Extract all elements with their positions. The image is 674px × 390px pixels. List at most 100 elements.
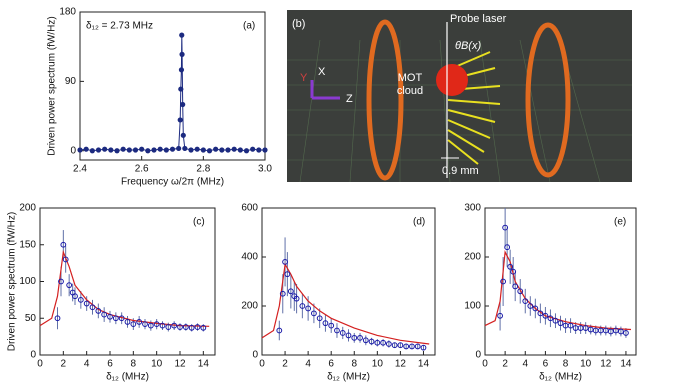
x-tick-label: 2.4 — [73, 164, 87, 175]
data-point — [500, 278, 507, 285]
y-tick-label: 200 — [464, 252, 481, 263]
y-tick-label: 200 — [19, 203, 36, 214]
data-point — [504, 244, 511, 251]
data-point — [527, 303, 534, 309]
data-point — [114, 148, 120, 154]
data-point — [66, 282, 73, 289]
data-point — [351, 334, 358, 341]
x-tick-label: 8 — [563, 359, 569, 370]
data-point — [219, 147, 225, 153]
data-point — [547, 315, 554, 322]
panel-label: (a) — [243, 21, 255, 32]
y-tick-label: 90 — [65, 76, 77, 87]
label: cloud — [397, 85, 423, 97]
diagram-background — [287, 10, 632, 182]
data-point — [124, 319, 131, 325]
x-tick-label: 6 — [107, 359, 113, 370]
x-axis-label: δ₁₂ (MHz) — [539, 372, 582, 383]
data-point — [157, 146, 163, 152]
data-point — [132, 147, 139, 153]
x-tick-label: 2.6 — [135, 164, 149, 175]
data-point — [180, 101, 186, 108]
data-point — [231, 146, 237, 152]
fit-line — [39, 249, 210, 327]
label: 0.9 mm — [442, 165, 479, 177]
x-tick-label: 2.8 — [196, 164, 210, 175]
diagram-panel: (b) Probe laser θB(x) MOT cloud 0.9 mm Y… — [287, 10, 632, 183]
data-point — [357, 334, 363, 341]
data-point — [623, 330, 629, 336]
data-point — [163, 147, 169, 153]
data-point — [567, 322, 574, 329]
x-tick-label: 0 — [37, 359, 43, 370]
x-tick-label: 8 — [351, 359, 357, 370]
coil — [525, 22, 571, 178]
x-tick-label: 14 — [418, 359, 430, 370]
data-point — [177, 324, 183, 330]
x-tick-label: 6 — [543, 359, 549, 370]
y-tick-label: 600 — [241, 203, 258, 214]
data-point — [77, 147, 83, 153]
data-point — [368, 338, 375, 345]
mot-cloud — [436, 64, 468, 96]
annotation: δ₁₂ = 2.73 MHz — [86, 21, 153, 32]
x-tick-label: 12 — [395, 359, 407, 370]
data-point — [339, 330, 346, 336]
data-point — [83, 146, 89, 152]
data-point — [279, 290, 286, 297]
x-axis-label: δ₁₂ (MHz) — [106, 372, 149, 383]
data-point — [256, 147, 262, 153]
data-point — [112, 315, 119, 322]
x-tick-label: 14 — [198, 359, 210, 370]
y-tick-label: 150 — [19, 239, 36, 250]
x-tick-label: 10 — [580, 359, 592, 370]
x-tick-label: 2 — [502, 359, 508, 370]
x-tick-label: 0 — [259, 359, 265, 370]
x-tick-label: 3.0 — [258, 164, 272, 175]
y-tick-label: 0 — [475, 350, 481, 361]
data-point — [176, 145, 182, 152]
data-point — [153, 321, 160, 328]
y-tick-label: 100 — [19, 276, 36, 287]
data-point — [200, 147, 206, 153]
x-tick-label: 12 — [174, 359, 186, 370]
data-point — [159, 322, 166, 329]
data-point — [507, 263, 514, 270]
axis-label: Z — [346, 93, 353, 105]
panel-label: (c) — [193, 217, 205, 228]
data-point — [374, 339, 381, 346]
data-point — [136, 319, 143, 325]
y-tick-label: 0 — [30, 350, 36, 361]
data-point — [262, 147, 268, 153]
data-point — [311, 310, 317, 317]
panel-label: (b) — [292, 18, 305, 30]
y-tick-label: 180 — [59, 7, 76, 18]
data-point — [200, 324, 207, 331]
data-point — [118, 315, 125, 322]
x-tick-label: 0 — [482, 359, 488, 370]
coil — [366, 19, 404, 181]
data-point — [108, 147, 114, 153]
data-point — [139, 146, 145, 152]
data-point — [179, 32, 185, 38]
x-tick-label: 4 — [522, 359, 528, 370]
y-tick-label: 100 — [464, 301, 481, 312]
data-point — [83, 300, 90, 307]
plot-frame — [39, 207, 216, 356]
data-point — [89, 148, 95, 154]
x-tick-label: 10 — [372, 359, 384, 370]
data-point — [276, 327, 283, 334]
label: Probe laser — [450, 13, 507, 25]
data-point — [250, 146, 256, 152]
data-line — [79, 35, 265, 152]
y-axis-label: Driven power spectrum (fW/Hz) — [47, 16, 58, 155]
data-point — [542, 312, 549, 319]
data-point — [322, 320, 329, 327]
data-point — [178, 67, 185, 73]
data-point — [293, 295, 300, 302]
panel-label: (d) — [413, 217, 425, 228]
y-tick-label: 200 — [241, 301, 258, 312]
data-point — [142, 321, 148, 328]
x-tick-label: 4 — [84, 359, 90, 370]
